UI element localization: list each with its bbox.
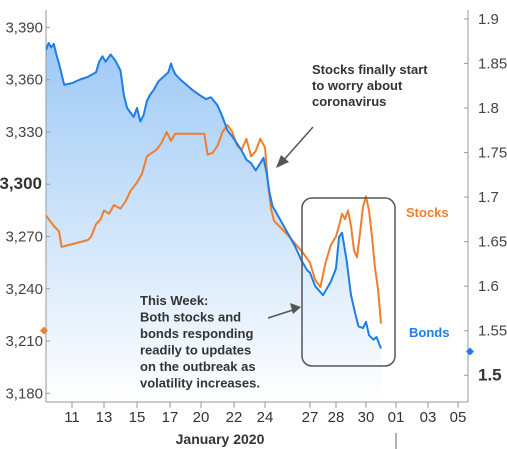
annotation-line: on the outbreak as <box>140 359 256 374</box>
left-tick-label: 3,390 <box>5 19 43 36</box>
left-tick-label: 3,240 <box>5 281 43 298</box>
right-axis-bonds-marker <box>466 347 474 356</box>
bonds-area <box>46 43 381 402</box>
annotation-coronavirus-arrow-head <box>276 155 289 168</box>
right-tick-label: 1.5 <box>478 365 502 384</box>
right-tick-label: 1.6 <box>478 278 499 295</box>
x-tick-label: 22 <box>226 409 243 426</box>
left-tick-label: 3,300 <box>0 174 42 193</box>
left-tick-label: 3,180 <box>5 385 43 402</box>
annotation-line: readily to updates <box>140 343 251 358</box>
series-layer <box>46 42 382 349</box>
left-axis-stocks-marker <box>40 326 48 335</box>
right-tick-label: 1.85 <box>478 55 507 72</box>
right-tick-label: 1.65 <box>478 234 507 251</box>
left-tick-label: 3,270 <box>5 228 43 245</box>
annotation-this-week-arrow-head <box>290 303 301 314</box>
bonds-area-fill <box>46 43 381 402</box>
annotation-line: bonds responding <box>140 326 253 341</box>
annotation-line: to worry about <box>312 78 403 93</box>
x-tick-label: 30 <box>358 409 375 426</box>
left-tick-label: 3,210 <box>5 333 43 350</box>
annotation-line: Stocks finally start <box>312 62 428 77</box>
left-tick-label: 3,330 <box>5 124 43 141</box>
right-tick-label: 1.55 <box>478 323 507 340</box>
series-label-stocks: Stocks <box>406 205 449 220</box>
right-y-axis: 1.9 1.85 1.8 1.75 1.7 1.65 1.6 1.55 1.5 <box>464 11 507 384</box>
x-axis: 11 13 15 17 20 22 24 27 28 30 01 03 05 <box>64 402 466 426</box>
x-tick-label: 28 <box>328 409 345 426</box>
this-week-highlight-box <box>301 197 396 367</box>
annotation-line: volatility increases. <box>140 376 260 391</box>
x-tick-label: 20 <box>193 409 210 426</box>
series-line-bonds <box>46 42 382 349</box>
x-tick-label: 11 <box>64 409 80 426</box>
x-tick-label: 05 <box>450 409 467 426</box>
left-y-axis: 3,390 3,360 3,330 3,300 3,270 3,240 3,210 3,180 <box>0 19 50 402</box>
x-tick-label: 15 <box>129 409 146 426</box>
left-tick-label: 3,360 <box>5 72 43 89</box>
annotation-line: Both stocks and <box>140 310 241 325</box>
annotation-line: coronavirus <box>312 94 386 109</box>
series-label-bonds: Bonds <box>409 325 449 340</box>
right-tick-label: 1.9 <box>478 11 499 28</box>
x-tick-label: 03 <box>420 409 437 426</box>
x-tick-label: 13 <box>96 409 113 426</box>
x-tick-label: 17 <box>162 409 179 426</box>
x-axis-title: January 2020 <box>176 431 265 447</box>
right-tick-label: 1.75 <box>478 145 507 162</box>
right-tick-label: 1.7 <box>478 189 499 206</box>
x-tick-label: 27 <box>302 409 319 426</box>
annotation-line: This Week: <box>140 293 208 308</box>
x-tick-label: 24 <box>257 409 274 426</box>
annotation-this-week-arrow-line <box>267 309 294 319</box>
x-tick-label: 01 <box>388 409 405 426</box>
right-tick-label: 1.8 <box>478 100 499 117</box>
annotation-coronavirus-arrow-line <box>281 126 314 163</box>
